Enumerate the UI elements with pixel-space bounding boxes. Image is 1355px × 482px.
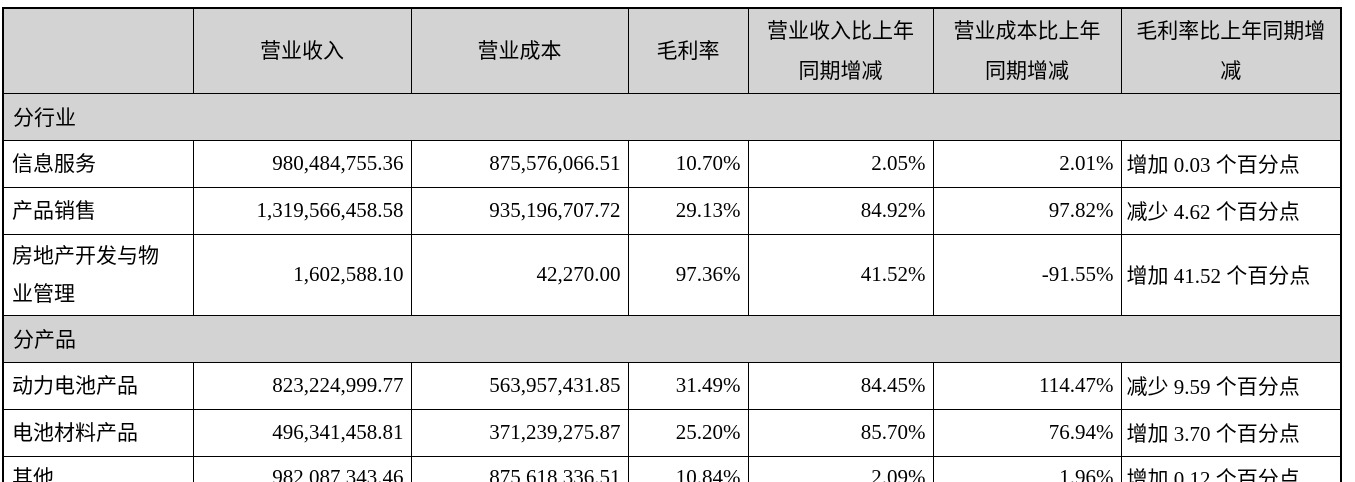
gross-margin-cell: 10.84%: [627, 455, 749, 482]
row-label-cell: 电池材料产品: [2, 408, 194, 457]
col-header-margin-yoy: 毛利率比上年同期增减: [1120, 7, 1342, 94]
revenue-yoy-cell: 41.52%: [747, 233, 934, 316]
col-header-blank: [2, 7, 194, 94]
margin-yoy-cell: 减少 4.62 个百分点: [1120, 186, 1342, 235]
revenue-yoy-cell: 85.70%: [747, 408, 934, 457]
revenue-yoy-cell: 84.92%: [747, 186, 934, 235]
cost-yoy-cell: 114.47%: [932, 361, 1122, 410]
margin-yoy-cell: 增加 3.70 个百分点: [1120, 408, 1342, 457]
table-row-power-battery: 动力电池产品 823,224,999.77 563,957,431.85 31.…: [2, 361, 1342, 410]
financial-segments-table: 营业收入 营业成本 毛利率 营业收入比上年同期增减 营业成本比上年同期增减 毛利…: [2, 7, 1342, 482]
revenue-yoy-cell: 2.05%: [747, 139, 934, 188]
revenue-cell: 982,087,343.46: [192, 455, 412, 482]
revenue-yoy-cell: 84.45%: [747, 361, 934, 410]
table-row-battery-materials: 电池材料产品 496,341,458.81 371,239,275.87 25.…: [2, 408, 1342, 457]
cost-cell: 875,618,336.51: [410, 455, 629, 482]
table-row-real-estate: 房地产开发与物业管理 1,602,588.10 42,270.00 97.36%…: [2, 233, 1342, 316]
section-label: 分产品: [2, 314, 1342, 363]
header-row: 营业收入 营业成本 毛利率 营业收入比上年同期增减 营业成本比上年同期增减 毛利…: [2, 7, 1342, 94]
table-row-product-sales: 产品销售 1,319,566,458.58 935,196,707.72 29.…: [2, 186, 1342, 235]
gross-margin-cell: 97.36%: [627, 233, 749, 316]
cost-cell: 935,196,707.72: [410, 186, 629, 235]
row-label-cell: 产品销售: [2, 186, 194, 235]
col-header-cost: 营业成本: [410, 7, 629, 94]
revenue-cell: 823,224,999.77: [192, 361, 412, 410]
col-header-cost-yoy: 营业成本比上年同期增减: [932, 7, 1122, 94]
row-label-cell: 动力电池产品: [2, 361, 194, 410]
gross-margin-cell: 25.20%: [627, 408, 749, 457]
row-label-cell: 房地产开发与物业管理: [2, 233, 194, 316]
section-row-by-industry: 分行业: [2, 92, 1342, 141]
section-row-by-product: 分产品: [2, 314, 1342, 363]
cost-cell: 563,957,431.85: [410, 361, 629, 410]
margin-yoy-cell: 增加 41.52 个百分点: [1120, 233, 1342, 316]
gross-margin-cell: 31.49%: [627, 361, 749, 410]
col-header-revenue-yoy: 营业收入比上年同期增减: [747, 7, 934, 94]
cost-cell: 875,576,066.51: [410, 139, 629, 188]
cost-yoy-cell: 2.01%: [932, 139, 1122, 188]
cost-cell: 42,270.00: [410, 233, 629, 316]
margin-yoy-cell: 增加 0.12 个百分点: [1120, 455, 1342, 482]
cost-yoy-cell: 97.82%: [932, 186, 1122, 235]
table-row-information-services: 信息服务 980,484,755.36 875,576,066.51 10.70…: [2, 139, 1342, 188]
margin-yoy-cell: 减少 9.59 个百分点: [1120, 361, 1342, 410]
revenue-cell: 1,602,588.10: [192, 233, 412, 316]
revenue-cell: 496,341,458.81: [192, 408, 412, 457]
cost-yoy-cell: 1.96%: [932, 455, 1122, 482]
gross-margin-cell: 10.70%: [627, 139, 749, 188]
cost-yoy-cell: -91.55%: [932, 233, 1122, 316]
col-header-revenue: 营业收入: [192, 7, 412, 94]
row-label-cell: 其他: [2, 455, 194, 482]
row-label-cell: 信息服务: [2, 139, 194, 188]
cost-yoy-cell: 76.94%: [932, 408, 1122, 457]
gross-margin-cell: 29.13%: [627, 186, 749, 235]
revenue-yoy-cell: 2.09%: [747, 455, 934, 482]
margin-yoy-cell: 增加 0.03 个百分点: [1120, 139, 1342, 188]
cost-cell: 371,239,275.87: [410, 408, 629, 457]
revenue-cell: 980,484,755.36: [192, 139, 412, 188]
revenue-cell: 1,319,566,458.58: [192, 186, 412, 235]
section-label: 分行业: [2, 92, 1342, 141]
table-row-other: 其他 982,087,343.46 875,618,336.51 10.84% …: [2, 455, 1342, 482]
col-header-gross-margin: 毛利率: [627, 7, 749, 94]
